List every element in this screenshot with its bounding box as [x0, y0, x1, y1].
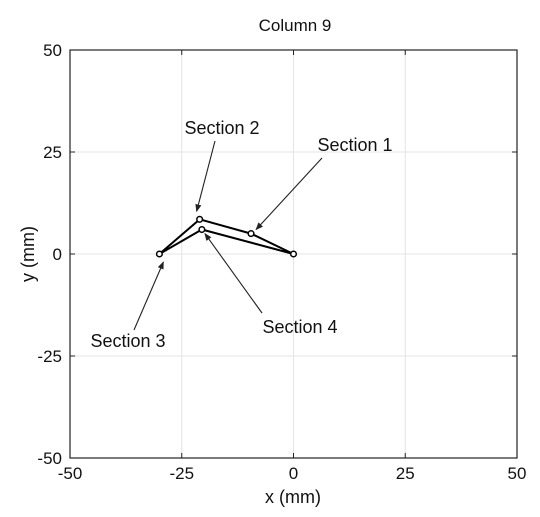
y-tick-label: 0 — [53, 245, 62, 264]
y-tick-label: -25 — [37, 347, 62, 366]
x-tick-label: 50 — [508, 464, 527, 483]
y-tick-label: 50 — [43, 41, 62, 60]
y-tick-label: 25 — [43, 143, 62, 162]
axis-ticks — [69, 49, 518, 459]
annotation-label: Section 3 — [90, 331, 165, 351]
annotation-arrow — [204, 232, 263, 314]
annotations-layer: Section 1 Section 2 Section 3 Section 4 — [90, 118, 392, 351]
annotation-arrow — [133, 261, 164, 331]
annotation-arrow — [195, 140, 216, 213]
x-tick-label: 25 — [396, 464, 415, 483]
y-tick-label: -50 — [37, 449, 62, 468]
x-axis-label: x (mm) — [265, 487, 321, 507]
x-tick-labels: -50 -25 0 25 50 — [58, 464, 527, 483]
data-point — [289, 250, 298, 258]
series-line — [158, 218, 294, 255]
y-axis-label: y (mm) — [18, 226, 38, 282]
annotation-label: Section 4 — [262, 317, 337, 337]
data-point — [247, 230, 255, 238]
x-tick-label: 0 — [289, 464, 298, 483]
x-tick-label: -50 — [58, 464, 83, 483]
annotation-arrow — [255, 157, 323, 231]
y-tick-labels: -50 -25 0 25 50 — [37, 41, 62, 468]
data-point — [155, 250, 163, 258]
annotation-label: Section 1 — [317, 135, 392, 155]
data-point — [196, 215, 204, 223]
annotation-label: Section 2 — [184, 118, 259, 138]
chart-title: Column 9 — [259, 16, 332, 35]
data-point — [198, 225, 206, 234]
x-tick-label: -25 — [169, 464, 194, 483]
series-layer — [155, 215, 298, 258]
